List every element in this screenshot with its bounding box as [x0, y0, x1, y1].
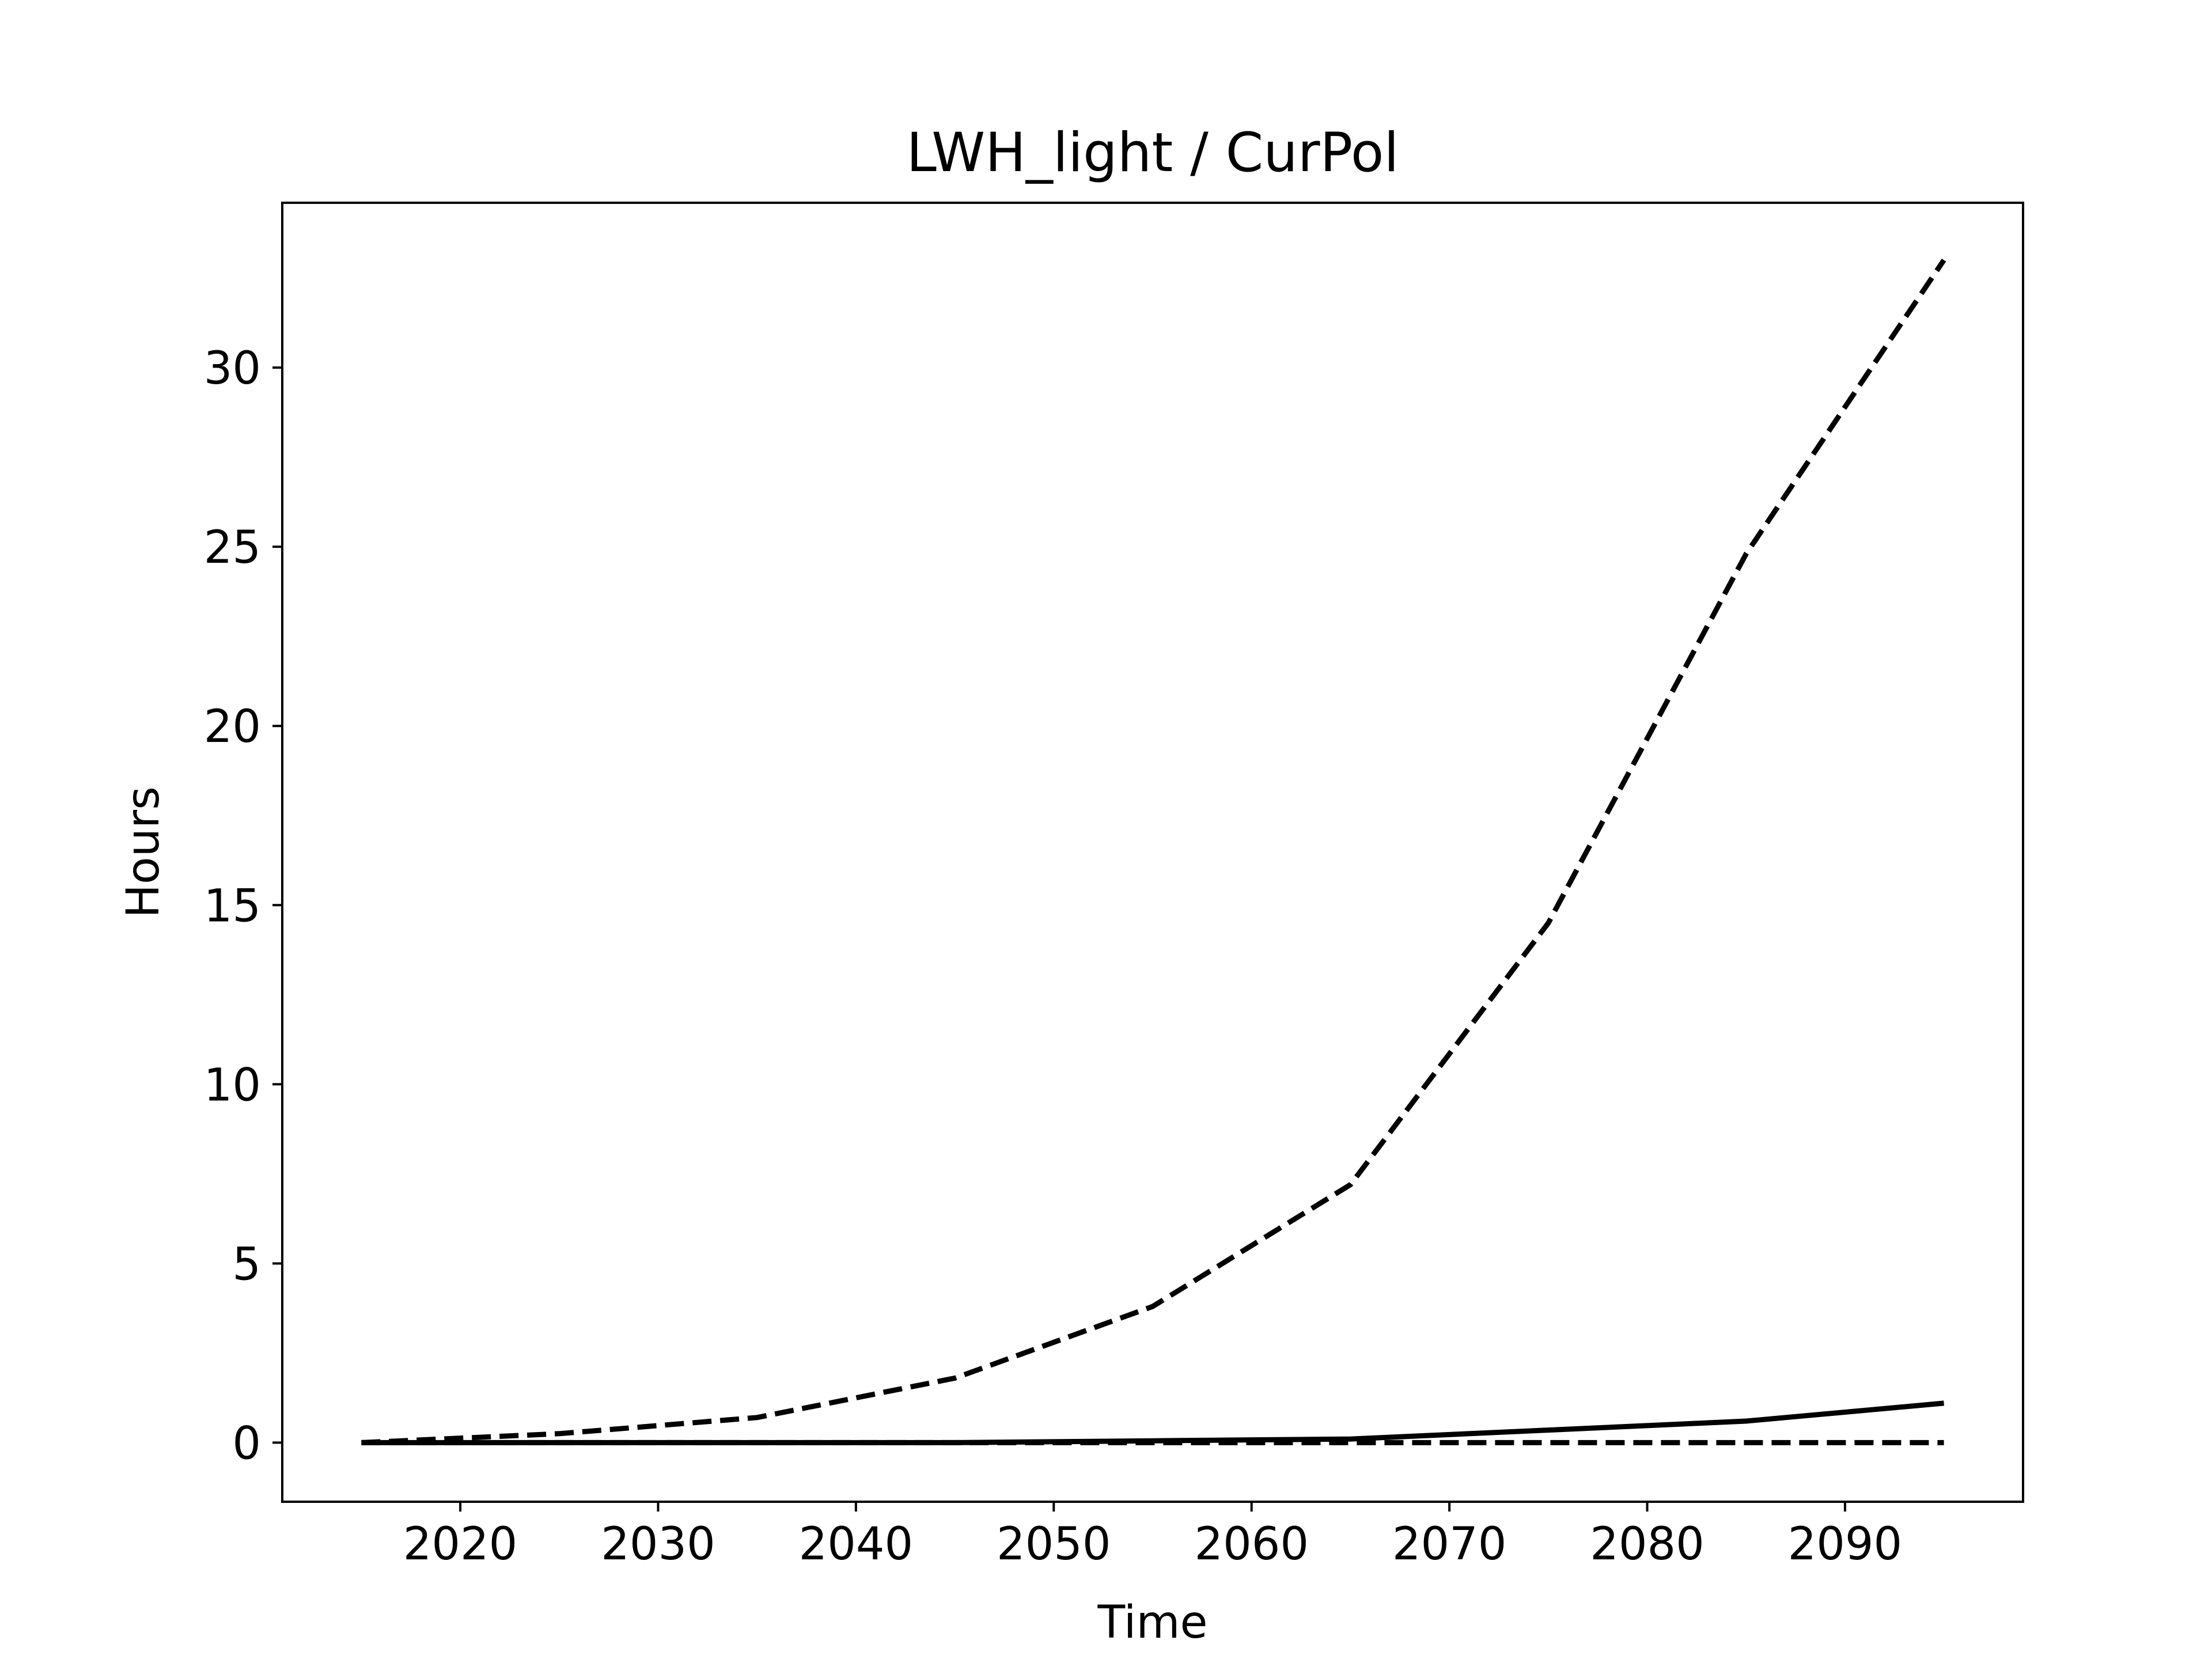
x-tick-label: 2040	[799, 1518, 914, 1570]
x-tick-label: 2090	[1788, 1518, 1903, 1570]
x-tick-label: 2070	[1392, 1518, 1507, 1570]
y-axis-label: Hours	[118, 786, 169, 918]
y-tick-label: 15	[204, 880, 261, 932]
y-tick-label: 30	[204, 343, 261, 395]
chart-title: LWH_light / CurPol	[907, 122, 1399, 184]
y-tick-label: 0	[232, 1418, 261, 1469]
plot-frame	[281, 202, 2024, 1503]
x-tick-label: 2020	[403, 1518, 518, 1570]
ticks-layer: 2020 2030 2040 2050 2060 2070 2080 209005101520…	[204, 343, 1902, 1570]
series-layer	[361, 258, 1946, 1445]
x-tick-label: 2050	[997, 1518, 1111, 1570]
x-tick-label: 2080	[1590, 1518, 1705, 1570]
y-tick-label: 20	[204, 701, 261, 753]
y-tick-label: 25	[204, 522, 261, 574]
y-tick-label: 10	[204, 1059, 261, 1111]
x-tick-label: 2060	[1194, 1518, 1309, 1570]
x-tick-label: 2030	[601, 1518, 715, 1570]
series-line-1	[361, 258, 1946, 1445]
x-axis-label: Time	[1097, 1597, 1208, 1649]
y-tick-label: 5	[232, 1238, 261, 1290]
